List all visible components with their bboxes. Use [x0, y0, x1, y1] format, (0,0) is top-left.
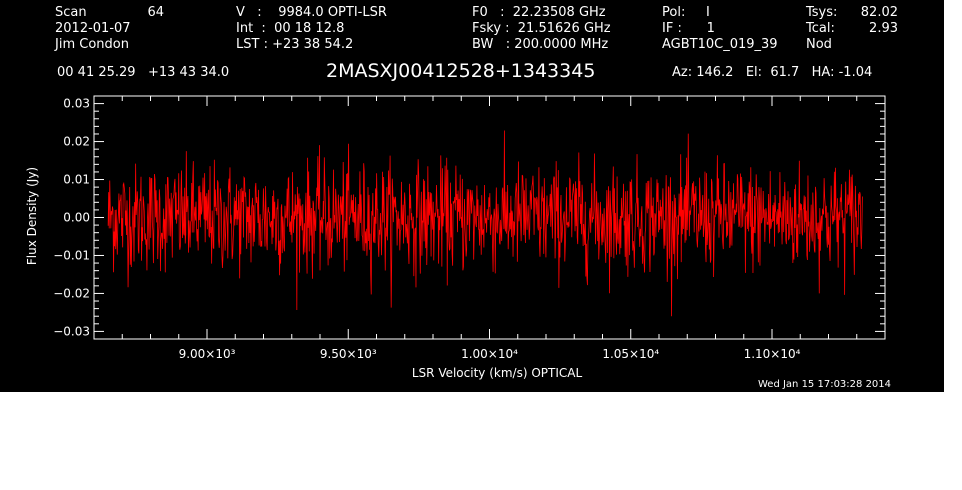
y-axis-label: Flux Density (Jy)	[25, 167, 39, 265]
y-tick-label: −0.02	[53, 286, 90, 300]
y-tick-label: 0.03	[63, 97, 90, 111]
spectrum-chart: 9.00×10³ 9.50×10³ 1.00×10⁴ 1.05×10⁴ 1.10×10⁴…	[25, 95, 886, 380]
y-tick-label: −0.03	[53, 324, 90, 338]
lst-readout: LST : +23 38 54.2	[236, 37, 354, 52]
y-tick-label: −0.01	[53, 248, 90, 262]
y-tick-label: 0.02	[63, 135, 90, 149]
tcal-value: 2.93	[869, 21, 898, 36]
sky-frequency: Fsky : 21.51626 GHz	[472, 21, 611, 36]
tsys-label: Tsys:	[806, 5, 838, 20]
x-tick-label: 9.50×10³	[320, 347, 377, 361]
velocity-readout: V : 9984.0 OPTI-LSR	[236, 5, 387, 20]
observer-name: Jim Condon	[55, 37, 129, 52]
source-name: 2MASXJ00412528+1343345	[326, 60, 596, 82]
scan-value: 64	[147, 5, 164, 20]
observing-mode: Nod	[806, 37, 832, 52]
x-axis-label: LSR Velocity (km/s) OPTICAL	[412, 366, 583, 380]
integration-time: Int : 00 18 12.8	[236, 21, 345, 36]
x-tick-label: 1.10×10⁴	[744, 347, 801, 361]
y-tick-label: 0.01	[63, 173, 90, 187]
bandwidth: BW : 200.0000 MHz	[472, 37, 609, 52]
source-coordinates: 00 41 25.29 +13 43 34.0	[57, 65, 230, 80]
plot-panel: Scan 64 2012-01-07 Jim Condon V : 9984.0…	[0, 0, 944, 392]
tsys-value: 82.02	[860, 5, 898, 20]
spectrum-line	[107, 130, 863, 317]
polarization: Pol: I	[662, 5, 710, 20]
y-tick-label: 0.00	[63, 211, 90, 225]
obs-date: 2012-01-07	[55, 21, 131, 36]
x-tick-label: 1.00×10⁴	[461, 347, 518, 361]
az-el-ha: Az: 146.2 El: 61.7 HA: -1.04	[672, 65, 873, 80]
plot-timestamp: Wed Jan 15 17:03:28 2014	[758, 379, 892, 390]
tcal-label: Tcal:	[806, 21, 835, 36]
if-number: IF : 1	[662, 21, 715, 36]
project-id: AGBT10C_019_39	[662, 37, 778, 52]
scan-label: Scan	[55, 5, 87, 20]
rest-frequency: F0 : 22.23508 GHz	[472, 5, 606, 20]
x-tick-label: 1.05×10⁴	[602, 347, 659, 361]
x-tick-label: 9.00×10³	[179, 347, 236, 361]
